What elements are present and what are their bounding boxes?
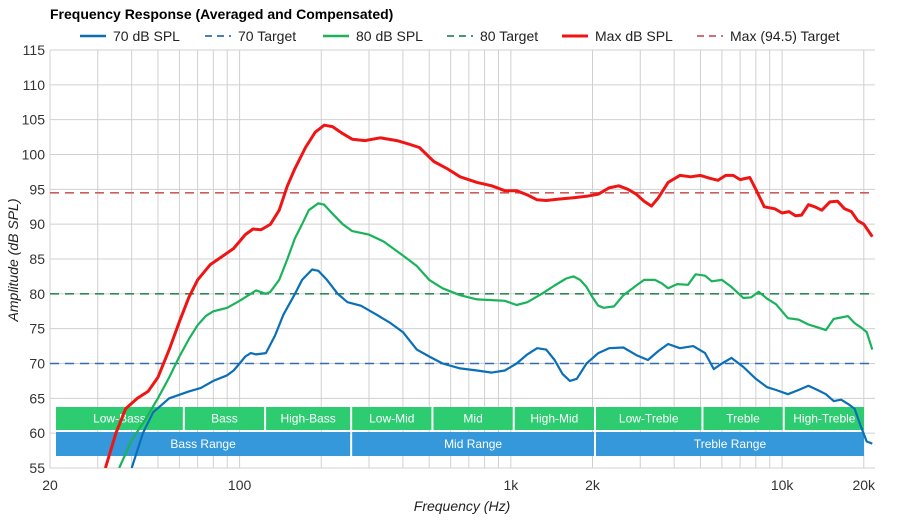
- series-lines: [50, 123, 875, 468]
- axes: 55 60 65 70 75 80 85 90 95 100 105 110 115 20 100 1k 2k 1…: [22, 42, 876, 493]
- band-label: Mid: [463, 412, 482, 426]
- band-high-treble: [784, 407, 864, 430]
- band-label: High-Mid: [530, 412, 578, 426]
- y-tick-label: 60: [29, 425, 45, 441]
- x-tick-label: 1k: [503, 477, 519, 493]
- band-bass: [184, 407, 265, 430]
- y-tick-label: 95: [29, 181, 45, 197]
- x-tick-label: 2k: [585, 477, 601, 493]
- series-70-db-spl: [130, 268, 873, 468]
- x-tick-label: 20: [42, 477, 58, 493]
- y-tick-label: 105: [22, 112, 46, 128]
- band-low-bass: [56, 407, 183, 430]
- y-tick-label: 90: [29, 216, 45, 232]
- band-label: High-Treble: [793, 412, 856, 426]
- x-axis-label: Frequency (Hz): [414, 498, 510, 514]
- band-high-bass: [266, 407, 351, 430]
- legend-label: 70 Target: [238, 28, 296, 44]
- range-label: Mid Range: [444, 437, 502, 451]
- band-treble-range: [596, 432, 864, 456]
- band-bass-range: [56, 432, 351, 456]
- y-tick-label: 65: [29, 390, 45, 406]
- y-tick-label: 115: [23, 42, 46, 58]
- x-tick-label: 10k: [771, 477, 795, 493]
- band-low-treble: [596, 407, 702, 430]
- band-mid-range: [352, 432, 594, 456]
- y-tick-label: 80: [29, 286, 45, 302]
- band-low-mid: [352, 407, 432, 430]
- y-tick-label: 100: [22, 147, 46, 163]
- y-tick-label: 85: [29, 251, 45, 267]
- y-tick-label: 70: [29, 356, 45, 372]
- range-label: Bass Range: [170, 437, 236, 451]
- legend-label: 80 dB SPL: [356, 28, 423, 44]
- band-treble: [703, 407, 783, 430]
- y-tick-label: 75: [29, 321, 45, 337]
- series-80-db-spl: [118, 202, 874, 468]
- band-label: Treble: [726, 412, 760, 426]
- range-label: Treble Range: [694, 437, 767, 451]
- legend-label: 80 Target: [480, 28, 538, 44]
- x-tick-label: 20k: [852, 477, 876, 493]
- band-label: Bass: [211, 412, 238, 426]
- grid: [49, 49, 875, 469]
- band-mid: [433, 407, 513, 430]
- band-label: High-Bass: [280, 412, 335, 426]
- band-label: Low-Mid: [369, 412, 414, 426]
- band-label: Low-Treble: [619, 412, 679, 426]
- legend-label: 70 dB SPL: [113, 28, 180, 44]
- legend-label: Max dB SPL: [595, 28, 673, 44]
- frequency-bands: Low-Bass Bass High-Bass Low-Mid Mid High-Mid L…: [56, 407, 864, 456]
- y-tick-label: 55: [29, 460, 45, 476]
- series-max-db-spl: [103, 123, 874, 468]
- band-label: Low-Bass: [93, 412, 146, 426]
- legend: 70 dB SPL 70 Target 80 dB SPL 80 Target Max …: [80, 28, 840, 44]
- y-axis-label: Amplitude (dB SPL): [5, 199, 21, 323]
- band-high-mid: [514, 407, 594, 430]
- legend-label: Max (94.5) Target: [730, 28, 840, 44]
- x-tick-label: 100: [228, 477, 252, 493]
- y-tick-label: 110: [23, 77, 46, 93]
- chart-title: Frequency Response (Averaged and Compens…: [50, 6, 393, 22]
